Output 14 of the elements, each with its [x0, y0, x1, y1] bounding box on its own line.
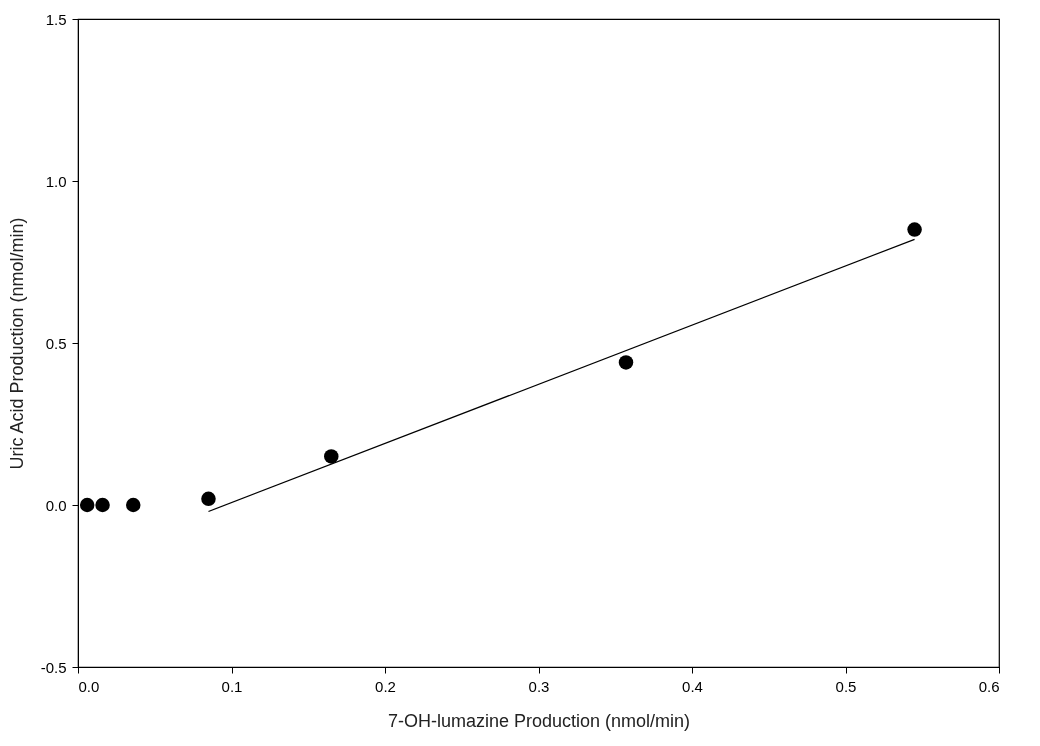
x-tick-label: 0.1	[221, 677, 243, 695]
y-tick-label: 0.5	[45, 334, 67, 352]
y-tick-label: -0.5	[40, 658, 67, 676]
x-tick-label: 0.6	[978, 677, 1000, 695]
y-axis-title: Uric Acid Production (nmol/min)	[6, 217, 27, 470]
y-tick-label: 0.0	[45, 496, 67, 514]
y-tick-label: 1.5	[45, 10, 67, 28]
x-tick-label: 0.3	[528, 677, 550, 695]
x-axis-title: 7-OH-lumazine Production (nmol/min)	[387, 710, 691, 731]
x-tick-label: 0.2	[375, 677, 396, 695]
x-tick-label: 0.4	[682, 677, 703, 695]
y-tick-label: 1.0	[45, 172, 67, 190]
x-tick-label: 0.0	[78, 677, 100, 695]
x-tick-label: 0.5	[835, 677, 857, 695]
